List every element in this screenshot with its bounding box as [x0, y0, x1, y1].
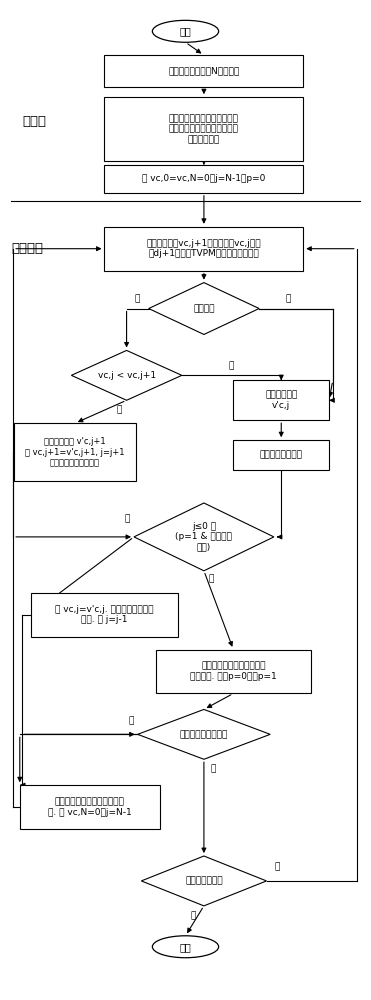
- Text: 是: 是: [209, 574, 214, 583]
- Text: 向前瞻缓冲区读入N个小线段: 向前瞻缓冲区读入N个小线段: [168, 67, 240, 76]
- Text: 是: 是: [190, 911, 196, 920]
- Text: 结束: 结束: [180, 942, 191, 952]
- FancyBboxPatch shape: [233, 440, 329, 470]
- Polygon shape: [149, 283, 259, 334]
- Ellipse shape: [152, 20, 219, 42]
- Text: 开始: 开始: [180, 26, 191, 36]
- Text: 对缓冲区中的小线段进行拐角
过渡结构的构造，并存储对应
的运动学信息: 对缓冲区中的小线段进行拐角 过渡结构的构造，并存储对应 的运动学信息: [169, 114, 239, 144]
- Polygon shape: [71, 350, 182, 400]
- Text: 是: 是: [116, 406, 122, 415]
- Ellipse shape: [152, 936, 219, 958]
- FancyBboxPatch shape: [105, 165, 303, 193]
- Text: 是: 是: [286, 294, 291, 303]
- FancyBboxPatch shape: [105, 97, 303, 161]
- FancyBboxPatch shape: [105, 227, 303, 271]
- Text: 向缓冲区的末尾读入一条小线
段. 令 vc,N=0，j=N-1: 向缓冲区的末尾读入一条小线 段. 令 vc,N=0，j=N-1: [48, 797, 132, 817]
- Text: 否: 否: [210, 765, 216, 774]
- FancyBboxPatch shape: [156, 650, 311, 693]
- Text: 是: 是: [129, 716, 134, 725]
- Text: 初始化: 初始化: [23, 115, 46, 128]
- Text: 计算最大速度
v'c,j: 计算最大速度 v'c,j: [265, 391, 298, 410]
- Text: 否: 否: [135, 294, 140, 303]
- Text: 否: 否: [275, 862, 280, 871]
- Text: 令 vc,0=vc,N=0，j=N-1，p=0: 令 vc,0=vc,N=0，j=N-1，p=0: [142, 174, 266, 183]
- Polygon shape: [134, 503, 274, 571]
- Text: 否: 否: [125, 514, 130, 523]
- Polygon shape: [138, 709, 270, 759]
- Text: j≤0 或
(p=1 & 终止条件
为真): j≤0 或 (p=1 & 终止条件 为真): [175, 522, 232, 552]
- Text: 令 vc,j=v'c,j. 重新构造拐角过渡
结构. 令 j=j-1: 令 vc,j=v'c,j. 重新构造拐角过渡 结构. 令 j=j-1: [55, 605, 154, 624]
- FancyBboxPatch shape: [20, 785, 160, 829]
- Text: 规划成功: 规划成功: [193, 304, 215, 313]
- Text: 设置终止条件为真: 设置终止条件为真: [260, 451, 303, 460]
- Text: 根据开始速度vc,j+1、结束速度vc,j和段
长dj+1，使用TVPM方法进行速度规划: 根据开始速度vc,j+1、结束速度vc,j和段 长dj+1，使用TVPM方法进行…: [147, 239, 261, 258]
- FancyBboxPatch shape: [105, 55, 303, 87]
- FancyBboxPatch shape: [31, 593, 178, 637]
- Text: 存在未处理的小线段: 存在未处理的小线段: [180, 730, 228, 739]
- Text: vc,j < vc,j+1: vc,j < vc,j+1: [98, 371, 156, 380]
- Text: 否: 否: [229, 361, 234, 370]
- Text: 从缓冲区中取第一个小线段
进行加工. 如果p=0，令p=1: 从缓冲区中取第一个小线段 进行加工. 如果p=0，令p=1: [190, 662, 277, 681]
- FancyBboxPatch shape: [14, 423, 136, 481]
- Polygon shape: [141, 856, 266, 906]
- Text: 前瞻缓冲区为空: 前瞻缓冲区为空: [185, 876, 223, 885]
- Text: 反向扫描: 反向扫描: [11, 242, 43, 255]
- Text: 计算最大速度 v'c,j+1
令 vc,j+1=v'c,j+1, j=j+1
重新构造拐角过渡结构: 计算最大速度 v'c,j+1 令 vc,j+1=v'c,j+1, j=j+1 重…: [25, 437, 125, 467]
- FancyBboxPatch shape: [233, 380, 329, 420]
